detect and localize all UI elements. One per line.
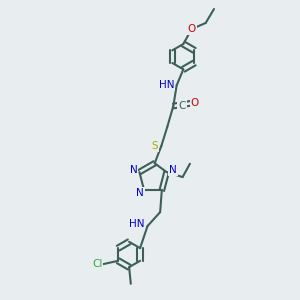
Text: S: S (152, 141, 158, 151)
Text: N: N (136, 188, 144, 198)
Text: O: O (190, 98, 199, 108)
Text: Cl: Cl (92, 259, 102, 269)
Text: O: O (188, 24, 196, 34)
Text: N: N (130, 165, 137, 176)
Text: HN: HN (158, 80, 174, 90)
Text: N: N (169, 165, 176, 176)
Text: C: C (178, 101, 186, 111)
Text: HN: HN (129, 220, 144, 230)
